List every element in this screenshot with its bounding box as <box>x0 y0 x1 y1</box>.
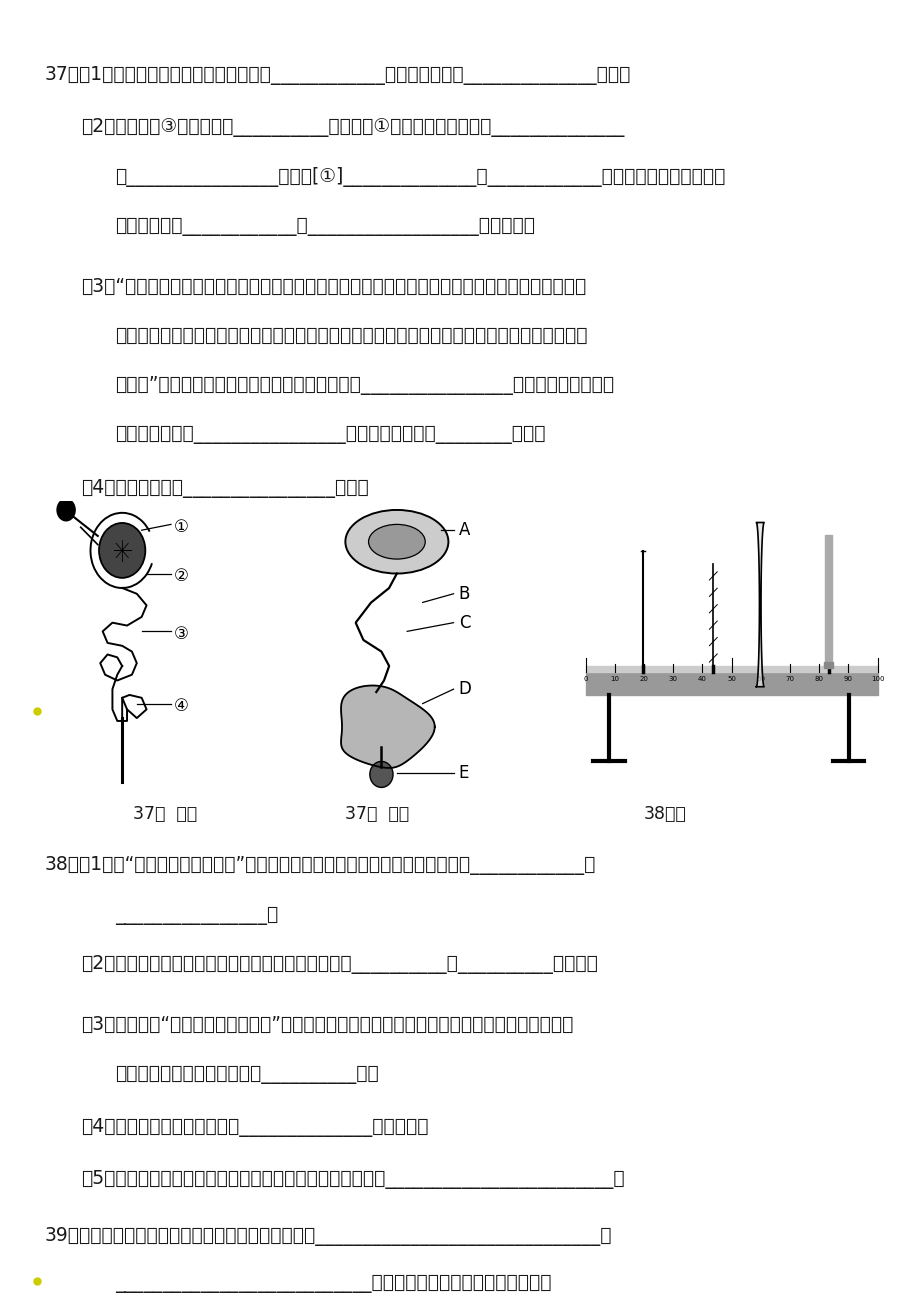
Text: （3）该装置在“探究近视形成的原因”时，把透镜换成一个凸度稍大的凸透镜，左右移动白纸板，: （3）该装置在“探究近视形成的原因”时，把透镜换成一个凸度稍大的凸透镜，左右移动… <box>81 1016 573 1034</box>
Text: 50: 50 <box>726 676 735 681</box>
Text: E: E <box>459 764 469 783</box>
Text: 表示；效应器是________________，在图２中以字母________表示。: 表示；效应器是________________，在图２中以字母________表… <box>115 426 545 444</box>
Text: （2）根据实验现象和眼球的结构分析，视网膜上应是__________、__________的物像。: （2）根据实验现象和眼球的结构分析，视网膜上应是__________、_____… <box>81 956 597 974</box>
Text: （3）“排尿是一种反射活动。当膏胱内贮尿量达到一定程度时，膏胱壁内的牵张感受器受到刺激而兴: （3）“排尿是一种反射活动。当膏胱内贮尿量达到一定程度时，膏胱壁内的牵张感受器受… <box>81 277 585 296</box>
Text: 60: 60 <box>755 676 765 681</box>
Text: 39．良好的生活习惯可以降低心血管疾病的发生率，______________________________、: 39．良好的生活习惯可以降低心血管疾病的发生率，________________… <box>44 1228 611 1246</box>
Text: 100: 100 <box>869 676 883 681</box>
Text: 90: 90 <box>843 676 852 681</box>
Circle shape <box>99 523 145 578</box>
Text: 发现清晰的物像位于白纸板的__________方。: 发现清晰的物像位于白纸板的__________方。 <box>115 1065 379 1083</box>
Text: 和________________，这与[①]______________的____________作用有关。尿液的形成除: 和________________，这与[①]______________的__… <box>115 167 724 187</box>
Text: 20: 20 <box>639 676 648 681</box>
Text: 40: 40 <box>698 676 706 681</box>
Text: 38．（1）在“模拟眼球成像的过程”实验中，透镜和白纸板分别模拟眼球结构中的____________和: 38．（1）在“模拟眼球成像的过程”实验中，透镜和白纸板分别模拟眼球结构中的__… <box>44 857 595 875</box>
Bar <box>823 663 833 668</box>
Text: 10: 10 <box>609 676 618 681</box>
Text: 奋，神经冲动传到脊髓的排尿反射中枢，中枢发出的神经冲动使尿道括约肌放松，尿便经尿道口: 奋，神经冲动传到脊髓的排尿反射中枢，中枢发出的神经冲动使尿道括约肌放松，尿便经尿… <box>115 327 587 345</box>
Bar <box>585 672 877 695</box>
Circle shape <box>369 762 392 788</box>
Text: D: D <box>459 680 471 698</box>
Text: C: C <box>459 613 470 631</box>
Ellipse shape <box>345 510 448 573</box>
Text: 37题  图１: 37题 图１ <box>133 805 198 823</box>
Text: 37题  图２: 37题 图２ <box>345 805 409 823</box>
Text: A: A <box>459 521 470 539</box>
Text: 30: 30 <box>668 676 677 681</box>
Text: 70: 70 <box>785 676 794 681</box>
Bar <box>824 535 831 667</box>
Text: ①: ① <box>173 518 188 536</box>
Text: ________________。: ________________。 <box>115 906 278 924</box>
Ellipse shape <box>369 525 425 559</box>
Text: ②: ② <box>173 568 188 586</box>
Text: ③: ③ <box>173 625 188 643</box>
Text: B: B <box>459 585 470 603</box>
Text: ④: ④ <box>173 698 188 716</box>
Text: 此以外，还与____________的__________________作用有关。: 此以外，还与____________的__________________作用有… <box>115 217 535 236</box>
Bar <box>585 667 877 672</box>
Text: 80: 80 <box>813 676 823 681</box>
Text: （5）为预防近视的形成，我们应当养成良好的用眼习惯，如________________________。: （5）为预防近视的形成，我们应当养成良好的用眼习惯，如_____________… <box>81 1170 624 1189</box>
Text: 37．（1）人体形成尿液的基本结构单位是____________，由图１中标号______________组成。: 37．（1）人体形成尿液的基本结构单位是____________，由图１中标号_… <box>44 66 630 85</box>
Text: 38题图: 38题图 <box>643 805 686 823</box>
Text: （2）图１标号③中的液体是__________，与标号①中的液体比较，没有______________: （2）图１标号③中的液体是__________，与标号①中的液体比较，没有___… <box>81 118 624 137</box>
Text: （4）排尿反射属于________________反射。: （4）排尿反射属于________________反射。 <box>81 479 369 497</box>
Text: 0: 0 <box>583 676 587 681</box>
Circle shape <box>56 499 75 522</box>
Text: 排出。”从这段描述可知，排尿反射的感受器位于________________内，在图２中以字母: 排出。”从这段描述可知，排尿反射的感受器位于________________内，… <box>115 376 614 395</box>
Polygon shape <box>755 522 764 686</box>
Polygon shape <box>341 686 435 768</box>
Text: （4）如果形成近视，可以佩戴______________进行矫正。: （4）如果形成近视，可以佩戴______________进行矫正。 <box>81 1118 428 1137</box>
Text: ___________________________等都是预防心血管疾病的有效措施。: ___________________________等都是预防心血管疾病的有效… <box>115 1275 550 1293</box>
